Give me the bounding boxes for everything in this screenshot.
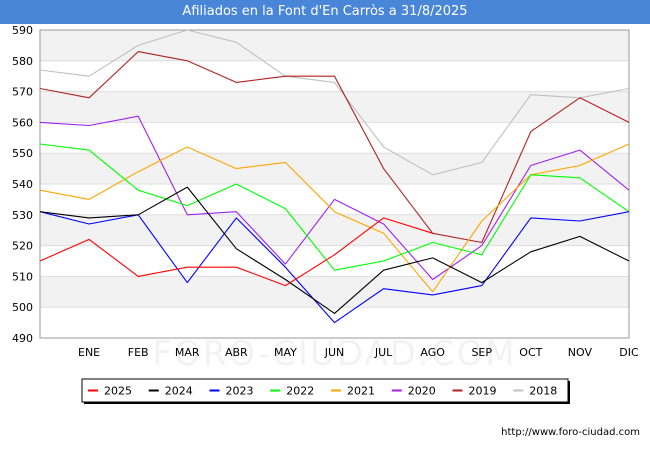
- series-line-2025: [39, 217, 433, 287]
- legend-label-2021: 2021: [347, 385, 375, 398]
- plot-border: [39, 29, 630, 339]
- legend-label-2022: 2022: [286, 385, 314, 398]
- x-tick-label: FEB: [128, 346, 149, 359]
- x-tick-label: DIC: [619, 346, 639, 359]
- series-line-2024: [39, 186, 630, 314]
- source-url: http://www.foro-ciudad.com: [501, 427, 640, 438]
- plot-band: [40, 245, 629, 277]
- y-tick-label: 490: [12, 332, 33, 345]
- x-tick-label: JUL: [374, 346, 393, 359]
- watermark: FORO-CIUDAD.COM: [152, 334, 516, 374]
- series-line-2019: [39, 51, 630, 244]
- series-line-2020: [39, 115, 630, 281]
- plot-band: [40, 30, 629, 61]
- series-line-2018: [39, 29, 630, 176]
- y-tick-label: 530: [12, 209, 33, 222]
- y-tick-label: 580: [12, 55, 33, 68]
- plot-band: [40, 214, 629, 246]
- y-tick-label: 560: [12, 116, 33, 129]
- y-tick-label: 520: [12, 240, 33, 253]
- y-tick-label: 540: [12, 178, 33, 191]
- legend-box: [81, 378, 569, 403]
- legend-label-2018: 2018: [529, 385, 557, 398]
- y-tick-label: 570: [12, 86, 33, 99]
- x-tick-label: MAY: [274, 346, 297, 359]
- x-tick-label: SEP: [471, 346, 492, 359]
- x-tick-label: OCT: [519, 346, 542, 359]
- chart-title: Afiliados en la Font d'En Carròs a 31/8/…: [182, 4, 468, 19]
- title-bar: [0, 0, 650, 24]
- x-tick-label: JUN: [324, 346, 345, 359]
- y-tick-label: 550: [12, 147, 33, 160]
- x-tick-label: ABR: [225, 346, 248, 359]
- y-tick-label: 510: [12, 270, 33, 283]
- x-tick-label: AGO: [420, 346, 445, 359]
- legend-label-2024: 2024: [165, 385, 193, 398]
- legend-label-2025: 2025: [104, 385, 132, 398]
- x-tick-label: MAR: [175, 346, 200, 359]
- plot-band: [40, 276, 629, 308]
- x-tick-label: NOV: [568, 346, 593, 359]
- legend-label-2020: 2020: [408, 385, 436, 398]
- series-line-2022: [39, 143, 630, 271]
- y-tick-label: 500: [12, 301, 33, 314]
- y-tick-label: 590: [12, 24, 33, 37]
- plot-band: [40, 122, 629, 154]
- legend-label-2023: 2023: [226, 385, 254, 398]
- x-tick-label: ENE: [78, 346, 100, 359]
- legend-label-2019: 2019: [469, 385, 497, 398]
- plot-band: [40, 153, 629, 184]
